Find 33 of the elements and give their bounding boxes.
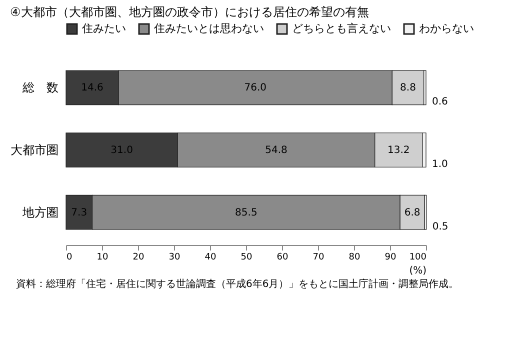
x-tick-label: 40: [204, 252, 216, 262]
data-label: 31.0: [110, 145, 133, 156]
x-tick-label: 70: [312, 252, 324, 262]
data-label: 7.3: [71, 207, 88, 218]
data-label: 0.5: [432, 221, 448, 232]
x-tick-label: 100: [409, 252, 427, 262]
data-label: 1.0: [432, 159, 448, 170]
x-tick-label: 10: [96, 252, 108, 262]
legend-label: 住みたい: [82, 22, 126, 35]
data-label: 13.2: [388, 145, 410, 156]
data-label: 85.5: [235, 207, 258, 218]
data-label: 14.6: [81, 82, 104, 94]
legend-label: 住みたいとは思わない: [154, 22, 264, 35]
data-label: 8.8: [400, 82, 416, 94]
legend-label: わからない: [419, 22, 474, 35]
x-tick-label: 50: [240, 252, 252, 262]
x-tick-label: 20: [132, 252, 144, 262]
chart-title: ④大都市（大都市圏、地方圏の政令市）における居住の希望の有無: [10, 5, 369, 19]
data-label: 76.0: [244, 82, 266, 94]
y-tick-label: 地方圏: [22, 205, 58, 220]
x-tick-label: 90: [384, 252, 396, 262]
x-tick-label: 30: [168, 252, 180, 262]
x-axis-title: (%): [409, 266, 427, 276]
data-label: 6.8: [404, 207, 420, 218]
data-label: 54.8: [265, 145, 288, 156]
x-tick-label: 80: [348, 252, 360, 262]
x-tick-label: 60: [276, 252, 288, 262]
legend-label: どちらとも言えない: [292, 22, 391, 35]
y-tick-label: 大都市圏: [10, 143, 58, 157]
x-tick-label: 0: [66, 252, 72, 262]
text: 資料：総理府「住宅・居住に関する世論調査（平成6年6月）」をもとに国土庁計画・調整局作成。: [16, 278, 459, 290]
data-label: 0.6: [432, 96, 448, 108]
y-tick-label: 総 数: [22, 80, 58, 95]
